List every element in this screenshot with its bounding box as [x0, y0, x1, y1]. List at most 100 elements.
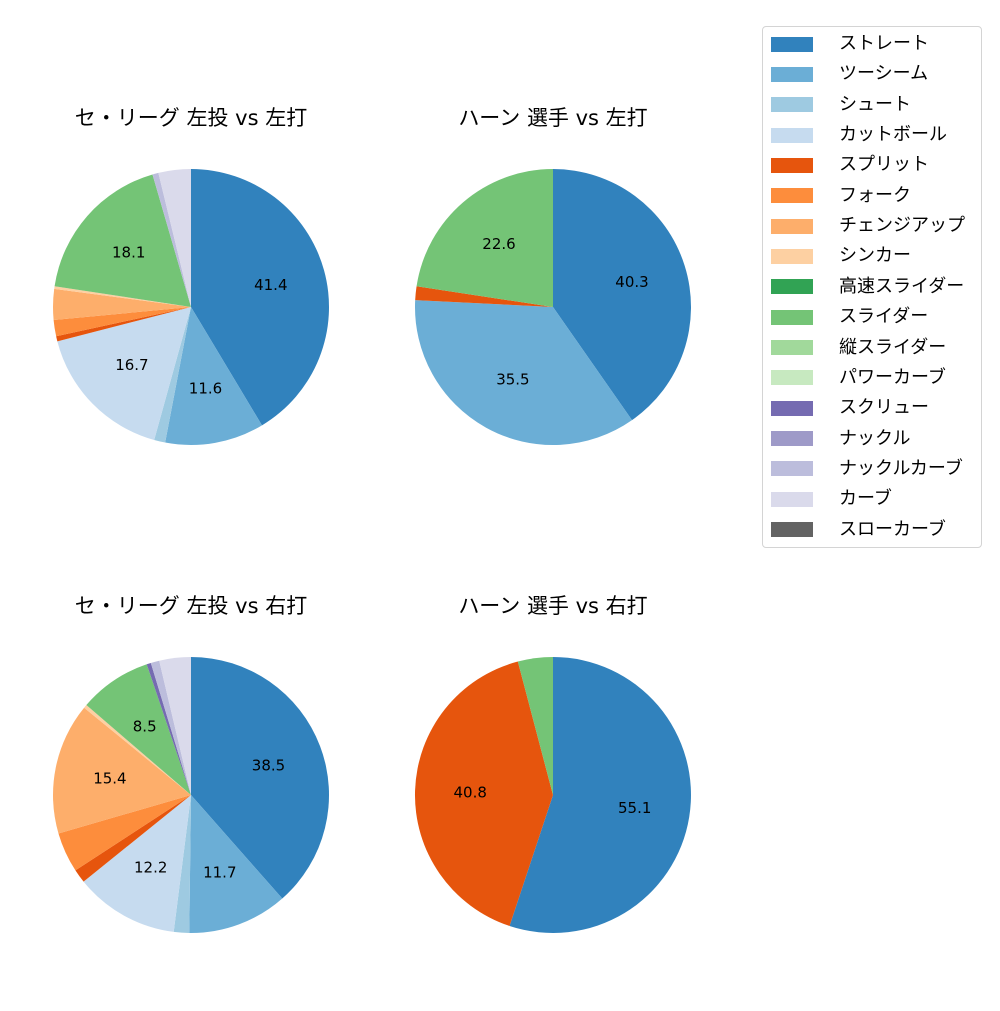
pie-slice — [154, 307, 191, 443]
pie-slice — [173, 795, 191, 933]
pie-panel-hahn-vs-rhb: ハーン 選手 vs 右打 55.1 40.8 — [383, 591, 723, 1011]
legend-item: ナックルカーブ — [771, 454, 963, 484]
legend-label: 縦スライダー — [839, 336, 947, 358]
pie-slice — [158, 169, 191, 307]
pie-chart: 41.4 11.6 16.7 18.1 — [52, 169, 329, 446]
legend-label: スローカーブ — [839, 518, 946, 540]
legend-item: スクリュー — [771, 393, 929, 423]
legend-swatch — [771, 491, 813, 507]
pie-slice — [414, 300, 632, 446]
legend-label: カットボール — [839, 124, 947, 146]
pie-slice — [75, 795, 191, 882]
slice-label: 55.1 — [618, 799, 651, 817]
legend-item: スライダー — [771, 302, 928, 332]
legend-label: スクリュー — [839, 397, 929, 419]
slice-label: 11.6 — [189, 380, 222, 398]
pie-panel-league-lhp-vs-rhb: セ・リーグ 左投 vs 右打 38.5 11.7 12.2 15.4 8.5 — [21, 591, 361, 1011]
pie-slice — [53, 307, 191, 337]
legend-item: ツーシーム — [771, 59, 928, 89]
legend-swatch — [771, 248, 813, 264]
pie-slice — [54, 174, 191, 307]
pie-slice — [553, 169, 691, 421]
slice-label: 12.2 — [134, 858, 167, 876]
pie-slice — [56, 307, 191, 342]
legend-item: パワーカーブ — [771, 363, 946, 393]
legend-item: 高速スライダー — [771, 272, 964, 302]
legend-swatch — [771, 279, 813, 295]
pie-slice — [86, 664, 191, 795]
slice-label: 18.1 — [112, 243, 145, 261]
legend-swatch — [771, 370, 813, 386]
legend-label: 高速スライダー — [839, 275, 965, 297]
legend-label: フォーク — [839, 184, 911, 206]
legend-swatch — [771, 340, 813, 355]
slice-label: 22.6 — [482, 235, 515, 253]
legend-item: カットボール — [771, 120, 947, 150]
pie-slice — [84, 705, 191, 795]
legend-swatch — [771, 157, 813, 173]
legend-item: カーブ — [771, 484, 892, 514]
legend-item: スプリット — [771, 150, 929, 180]
legend-label: ナックルカーブ — [839, 457, 963, 479]
pie-slice — [58, 795, 192, 871]
legend-item: 縦スライダー — [771, 333, 946, 363]
legend-swatch — [771, 431, 813, 447]
pie-slice — [52, 288, 192, 320]
pie-slice — [509, 657, 691, 933]
pie-chart: 55.1 40.8 — [414, 657, 691, 933]
pie-panel-hahn-vs-lhb: ハーン 選手 vs 左打 40.3 35.5 22.6 — [383, 103, 723, 523]
slice-label: 8.5 — [133, 717, 157, 735]
legend-item: シンカー — [771, 241, 911, 271]
pie-slice — [165, 307, 262, 446]
legend-label: ストレート — [839, 33, 929, 54]
pie-chart: 40.3 35.5 22.6 — [414, 169, 691, 446]
legend-item: シュート — [771, 90, 911, 120]
chart-title: ハーン 選手 vs 左打 — [458, 106, 648, 130]
legend-item: フォーク — [771, 181, 911, 211]
legend-label: シンカー — [839, 245, 911, 267]
pie-slice — [191, 657, 330, 899]
pie-slice — [53, 707, 192, 834]
legend-item: スローカーブ — [771, 515, 946, 545]
legend-swatch — [771, 461, 813, 477]
pie-slice — [146, 662, 191, 795]
legend-swatch — [771, 309, 813, 325]
pie-slice — [54, 286, 192, 307]
legend-swatch — [771, 127, 813, 143]
pie-slice — [150, 660, 191, 795]
legend-swatch — [771, 66, 813, 82]
legend-swatch — [771, 218, 813, 234]
slice-label: 11.7 — [203, 864, 236, 882]
legend: ストレートツーシームシュートカットボール スプリットフォークチェンジアップ シンカー… — [762, 26, 982, 548]
slice-label: 16.7 — [115, 356, 148, 374]
legend-item: ストレート — [771, 29, 929, 59]
legend-item: チェンジアップ — [771, 211, 965, 241]
pie-chart: 38.5 11.7 12.2 15.4 8.5 — [53, 657, 330, 934]
pie-slice — [159, 657, 191, 795]
chart-title: セ・リーグ 左投 vs 左打 — [74, 106, 308, 130]
pie-slice — [152, 172, 191, 307]
legend-swatch — [771, 400, 813, 416]
pie-slice — [191, 169, 329, 426]
legend-swatch — [771, 188, 813, 204]
legend-label: スプリット — [839, 154, 929, 176]
legend-item: ナックル — [771, 424, 910, 454]
pie-slice — [416, 169, 553, 307]
legend-swatch — [771, 97, 813, 113]
legend-label: カーブ — [839, 488, 892, 510]
legend-label: ツーシーム — [839, 63, 929, 85]
legend-label: シュート — [839, 93, 911, 115]
legend-label: パワーカーブ — [839, 366, 946, 388]
pie-slice — [517, 657, 553, 795]
pie-slice — [415, 286, 553, 307]
pie-slice — [57, 307, 192, 440]
pie-slice — [414, 661, 553, 926]
legend-swatch — [771, 36, 813, 52]
slice-label: 41.4 — [254, 276, 287, 294]
legend-label: スライダー — [839, 306, 929, 328]
legend-label: チェンジアップ — [839, 215, 965, 237]
pie-slice — [189, 795, 283, 934]
pie-panel-league-lhp-vs-lhb: セ・リーグ 左投 vs 左打 41.4 11.6 16.7 18.1 — [21, 103, 361, 523]
slice-label: 40.8 — [453, 783, 486, 801]
chart-title: セ・リーグ 左投 vs 右打 — [74, 594, 308, 618]
